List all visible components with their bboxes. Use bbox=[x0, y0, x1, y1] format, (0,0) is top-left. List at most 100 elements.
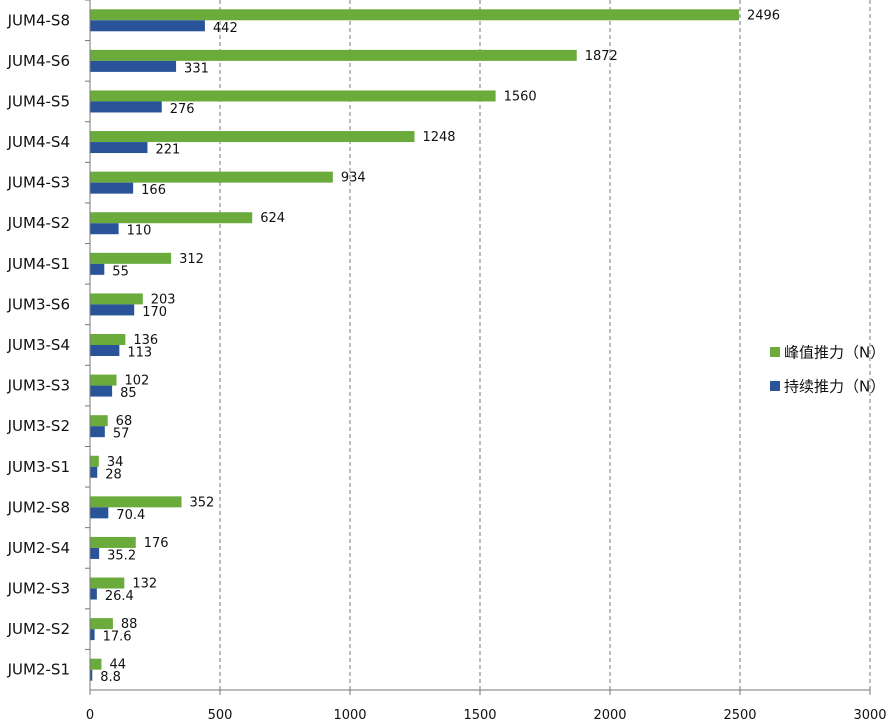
data-label: 26.4 bbox=[105, 589, 134, 604]
bar-peak bbox=[90, 536, 136, 548]
data-label: 34 bbox=[107, 455, 124, 470]
bar-peak bbox=[90, 131, 415, 143]
category-label: JUM3-S2 bbox=[7, 417, 70, 435]
bar-continuous bbox=[90, 629, 95, 641]
axes bbox=[85, 0, 871, 695]
category-label: JUM3-S4 bbox=[7, 336, 70, 354]
bar-continuous bbox=[90, 345, 120, 356]
bar-continuous bbox=[90, 304, 135, 316]
gridlines bbox=[219, 0, 871, 690]
bar-continuous bbox=[90, 263, 105, 275]
bar-continuous bbox=[90, 182, 134, 194]
category-label: JUM2-S3 bbox=[7, 580, 70, 598]
category-label: JUM3-S6 bbox=[7, 295, 70, 313]
bar-continuous bbox=[90, 547, 100, 559]
bar-peak bbox=[90, 618, 113, 630]
data-label: 442 bbox=[213, 21, 238, 36]
legend-label: 持续推力（N） bbox=[784, 378, 885, 396]
bar-continuous bbox=[90, 142, 148, 154]
data-label: 1560 bbox=[504, 89, 537, 104]
data-label: 1872 bbox=[585, 49, 618, 64]
data-labels: 2496 442 1872 331 1560 276 1248 221 934 166 624 110… bbox=[100, 8, 780, 685]
data-label: 136 bbox=[133, 333, 158, 348]
bar-continuous bbox=[90, 101, 162, 113]
data-label: 35.2 bbox=[107, 548, 136, 563]
data-label: 203 bbox=[151, 292, 176, 307]
category-labels: JUM4-S8 JUM4-S6 JUM4-S5 JUM4-S4 JUM4-S3 JUM4-… bbox=[7, 11, 70, 678]
data-label: 312 bbox=[179, 252, 204, 267]
data-label: 113 bbox=[127, 346, 152, 361]
bar-continuous bbox=[90, 426, 105, 438]
bar-peak bbox=[90, 49, 577, 61]
bar-peak bbox=[90, 252, 172, 264]
category-label: JUM4-S1 bbox=[7, 255, 70, 273]
bar-continuous bbox=[90, 60, 177, 72]
data-label: 70.4 bbox=[116, 508, 145, 523]
data-label: 44 bbox=[109, 658, 126, 673]
bar-continuous bbox=[90, 507, 109, 519]
bar-continuous bbox=[90, 223, 119, 235]
data-label: 8.8 bbox=[100, 670, 121, 685]
data-label: 166 bbox=[141, 183, 166, 198]
x-tick-label: 0 bbox=[86, 708, 94, 723]
bar-peak bbox=[90, 496, 182, 508]
bar-continuous bbox=[90, 588, 97, 600]
bar-peak bbox=[90, 415, 108, 427]
data-label: 276 bbox=[170, 102, 195, 117]
bar-peak bbox=[90, 171, 333, 183]
bar-continuous bbox=[90, 385, 113, 397]
data-label: 68 bbox=[116, 414, 133, 429]
data-label: 170 bbox=[142, 305, 167, 320]
bar-peak bbox=[90, 334, 126, 345]
data-label: 624 bbox=[260, 211, 285, 226]
x-tick-label: 3000 bbox=[853, 708, 886, 723]
data-label: 352 bbox=[190, 495, 215, 510]
category-label: JUM4-S6 bbox=[7, 52, 70, 70]
legend: 峰值推力（N） 持续推力（N） bbox=[770, 344, 885, 396]
bar-peak bbox=[90, 374, 117, 386]
data-label: 17.6 bbox=[103, 630, 132, 645]
data-label: 85 bbox=[120, 386, 137, 401]
category-label: JUM4-S4 bbox=[7, 133, 70, 151]
data-label: 28 bbox=[105, 467, 122, 482]
bar-peak bbox=[90, 293, 143, 305]
data-label: 132 bbox=[132, 577, 157, 592]
category-label: JUM2-S4 bbox=[7, 539, 70, 557]
category-label: JUM2-S2 bbox=[7, 620, 70, 638]
data-label: 2496 bbox=[747, 8, 780, 23]
data-label: 110 bbox=[127, 224, 152, 239]
bar-continuous bbox=[90, 20, 205, 32]
bar-peak bbox=[90, 9, 739, 21]
legend-swatch bbox=[770, 347, 780, 357]
bar-peak bbox=[90, 455, 99, 467]
data-label: 88 bbox=[121, 617, 138, 632]
category-label: JUM2-S8 bbox=[7, 498, 70, 516]
legend-label: 峰值推力（N） bbox=[784, 344, 885, 362]
bar-peak bbox=[90, 658, 102, 670]
x-tick-label: 500 bbox=[208, 708, 233, 723]
data-label: 934 bbox=[341, 171, 366, 186]
x-tick-label: 1000 bbox=[333, 708, 366, 723]
category-label: JUM4-S3 bbox=[7, 174, 70, 192]
category-label: JUM4-S2 bbox=[7, 214, 70, 232]
data-label: 221 bbox=[155, 143, 180, 158]
data-label: 55 bbox=[112, 264, 129, 279]
bar-continuous bbox=[90, 669, 93, 681]
bar-peak bbox=[90, 212, 253, 224]
data-label: 1248 bbox=[422, 130, 455, 145]
x-tick-label: 2000 bbox=[593, 708, 626, 723]
bar-peak bbox=[90, 577, 125, 589]
data-label: 102 bbox=[125, 374, 150, 389]
bars bbox=[90, 9, 739, 681]
data-label: 57 bbox=[113, 427, 130, 442]
bar-continuous bbox=[90, 466, 98, 478]
category-label: JUM2-S1 bbox=[7, 661, 70, 679]
category-label: JUM3-S3 bbox=[7, 377, 70, 395]
category-label: JUM4-S8 bbox=[7, 11, 70, 29]
x-tick-label: 1500 bbox=[463, 708, 496, 723]
data-label: 176 bbox=[144, 536, 169, 551]
bar-peak bbox=[90, 90, 496, 102]
category-label: JUM3-S1 bbox=[7, 458, 70, 476]
category-label: JUM4-S5 bbox=[7, 92, 70, 110]
